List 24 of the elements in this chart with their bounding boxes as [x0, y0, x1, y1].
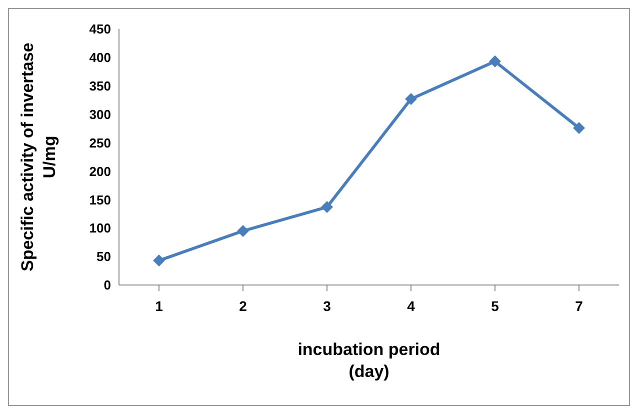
point [489, 55, 501, 68]
y-tick-label: 300 [89, 106, 111, 122]
x-tick-label: 5 [491, 298, 500, 314]
y-tick-label: 100 [89, 220, 111, 236]
x-tick-label: 2 [239, 298, 248, 314]
y-tick-label: 200 [89, 164, 111, 179]
point [237, 224, 249, 237]
point [405, 92, 417, 105]
x-axis-title: incubation period (day) [298, 340, 440, 381]
y-tick-label: 400 [89, 50, 111, 66]
x-tick-label: 4 [407, 298, 416, 314]
y-tick-label: 150 [89, 192, 111, 208]
x-tick-label: 1 [155, 298, 164, 314]
y-axis-title: Specific activity of invertase U/mg [18, 42, 59, 272]
y-tick-label: 0 [104, 278, 111, 293]
point [153, 254, 165, 267]
y-tick-label: 350 [89, 78, 111, 94]
y-tick-label: 50 [96, 249, 111, 264]
x-tick-label: 3 [323, 298, 332, 314]
x-tick-label: 7 [575, 298, 584, 314]
point [321, 201, 333, 214]
point [573, 122, 585, 134]
y-tick-label: 250 [89, 135, 111, 150]
y-tick-label: 450 [89, 22, 111, 37]
